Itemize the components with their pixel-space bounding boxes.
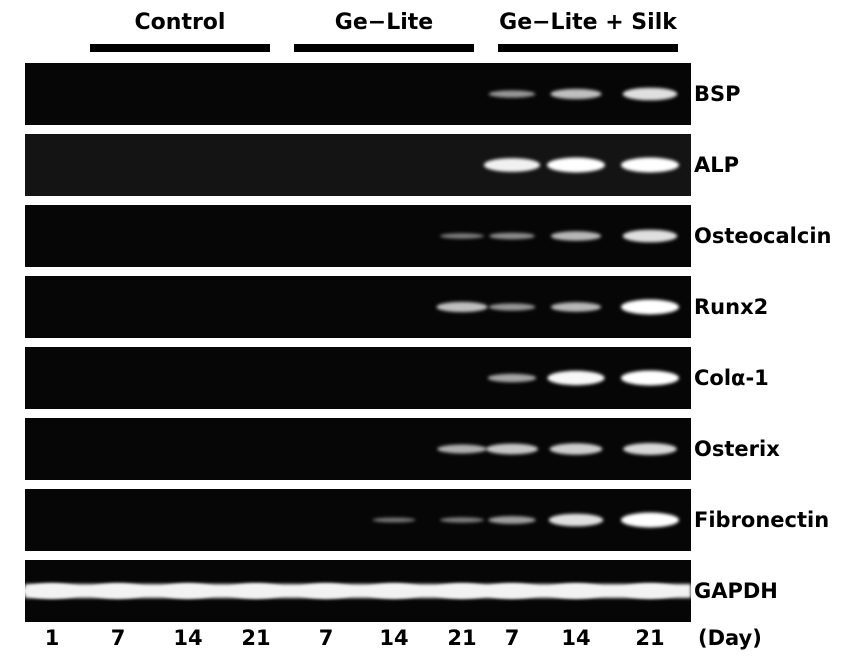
gel-band: [483, 158, 541, 172]
lane-label: 14: [561, 626, 591, 650]
gel-band: [550, 231, 602, 241]
gel-band: [547, 370, 605, 386]
gel-band: [550, 88, 602, 100]
gel-row-gapdh: [23, 560, 691, 622]
band-label: Colα-1: [694, 366, 769, 390]
gel-band: [549, 443, 603, 455]
gel-band: [621, 299, 679, 315]
lane-label: 14: [173, 626, 203, 650]
unit-label: (Day): [698, 626, 762, 650]
gel-band: [439, 233, 485, 239]
band-label: GAPDH: [694, 579, 778, 603]
band-label: Runx2: [694, 295, 769, 319]
gel-row-bsp: [25, 63, 691, 125]
gel-band: [488, 90, 536, 98]
gel-band: [439, 517, 485, 523]
group-bar-control: [90, 44, 270, 52]
gel-band: [550, 302, 602, 312]
gel-band: [436, 301, 488, 313]
lane-label: 21: [635, 626, 665, 650]
gel-band: [621, 512, 679, 528]
gel-row-fibronectin: [25, 489, 691, 551]
band-label: Fibronectin: [694, 508, 830, 532]
gel-band: [486, 443, 538, 455]
gel-band: [548, 513, 604, 527]
gel-band: [623, 443, 677, 455]
group-label-gelite-silk: Ge−Lite + Silk: [499, 10, 677, 35]
gel-band: [372, 517, 416, 523]
lane-label: 21: [447, 626, 477, 650]
group-label-control: Control: [134, 10, 226, 35]
gel-row-osteocalcin: [25, 205, 691, 267]
gel-band: [488, 303, 536, 311]
group-bar-gelite: [294, 44, 474, 52]
gel-band: [621, 370, 679, 386]
band-label: Osterix: [694, 437, 780, 461]
lane-label: 7: [110, 626, 126, 650]
gel-band: [487, 373, 537, 383]
gel-row-col-1: [25, 347, 691, 409]
gel-band: [547, 157, 605, 173]
gel-row-runx2: [25, 276, 691, 338]
group-bar-gelite-silk: [498, 44, 678, 52]
gel-band: [622, 229, 678, 243]
gel-band: [622, 87, 678, 101]
gel-band: [621, 157, 679, 173]
gel-band: [489, 232, 535, 240]
group-label-gelite: Ge−Lite: [334, 10, 434, 35]
gel-row-alp: [25, 134, 691, 196]
gel-band: [437, 444, 487, 454]
lane-label: 21: [241, 626, 271, 650]
gel-row-osterix: [25, 418, 691, 480]
gel-band: [488, 516, 536, 524]
lane-label: 7: [504, 626, 520, 650]
lane-label: 1: [44, 626, 60, 650]
lane-label: 7: [318, 626, 334, 650]
gel-band-strip: [25, 584, 691, 598]
band-label: ALP: [694, 153, 740, 177]
lane-label: 14: [379, 626, 409, 650]
band-label: BSP: [694, 82, 741, 106]
band-label: Osteocalcin: [694, 224, 832, 248]
